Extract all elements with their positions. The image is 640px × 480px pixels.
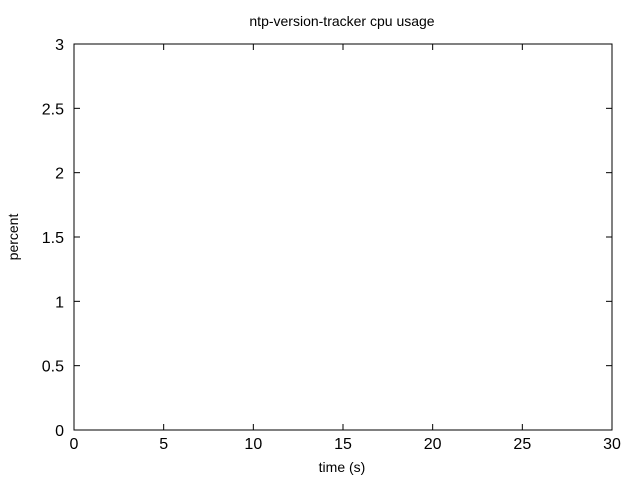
y-axis-label: percent xyxy=(5,214,21,261)
x-tick-label: 0 xyxy=(70,436,79,453)
y-tick-label: 3 xyxy=(55,37,64,54)
x-tick-label: 20 xyxy=(424,436,442,453)
y-tick-label: 2.5 xyxy=(42,101,64,118)
plot-area-frame xyxy=(73,43,613,431)
x-tick-label: 15 xyxy=(334,436,352,453)
x-tick-label: 30 xyxy=(603,436,621,453)
x-axis-label: time (s) xyxy=(319,459,366,475)
x-tick-label: 5 xyxy=(159,436,168,453)
y-tick-label: 0.5 xyxy=(42,359,64,376)
x-axis-ticks: 0 5 10 15 20 25 30 xyxy=(70,44,621,453)
chart-title: ntp-version-tracker cpu usage xyxy=(249,13,434,29)
y-tick-label: 1.5 xyxy=(42,230,64,247)
y-tick-label: 0 xyxy=(55,423,64,440)
x-tick-label: 10 xyxy=(244,436,262,453)
y-axis-ticks: 0 0.5 1 1.5 2 2.5 3 xyxy=(42,37,612,440)
x-tick-label: 25 xyxy=(513,436,531,453)
y-tick-label: 2 xyxy=(55,166,64,183)
y-tick-label: 1 xyxy=(55,294,64,311)
